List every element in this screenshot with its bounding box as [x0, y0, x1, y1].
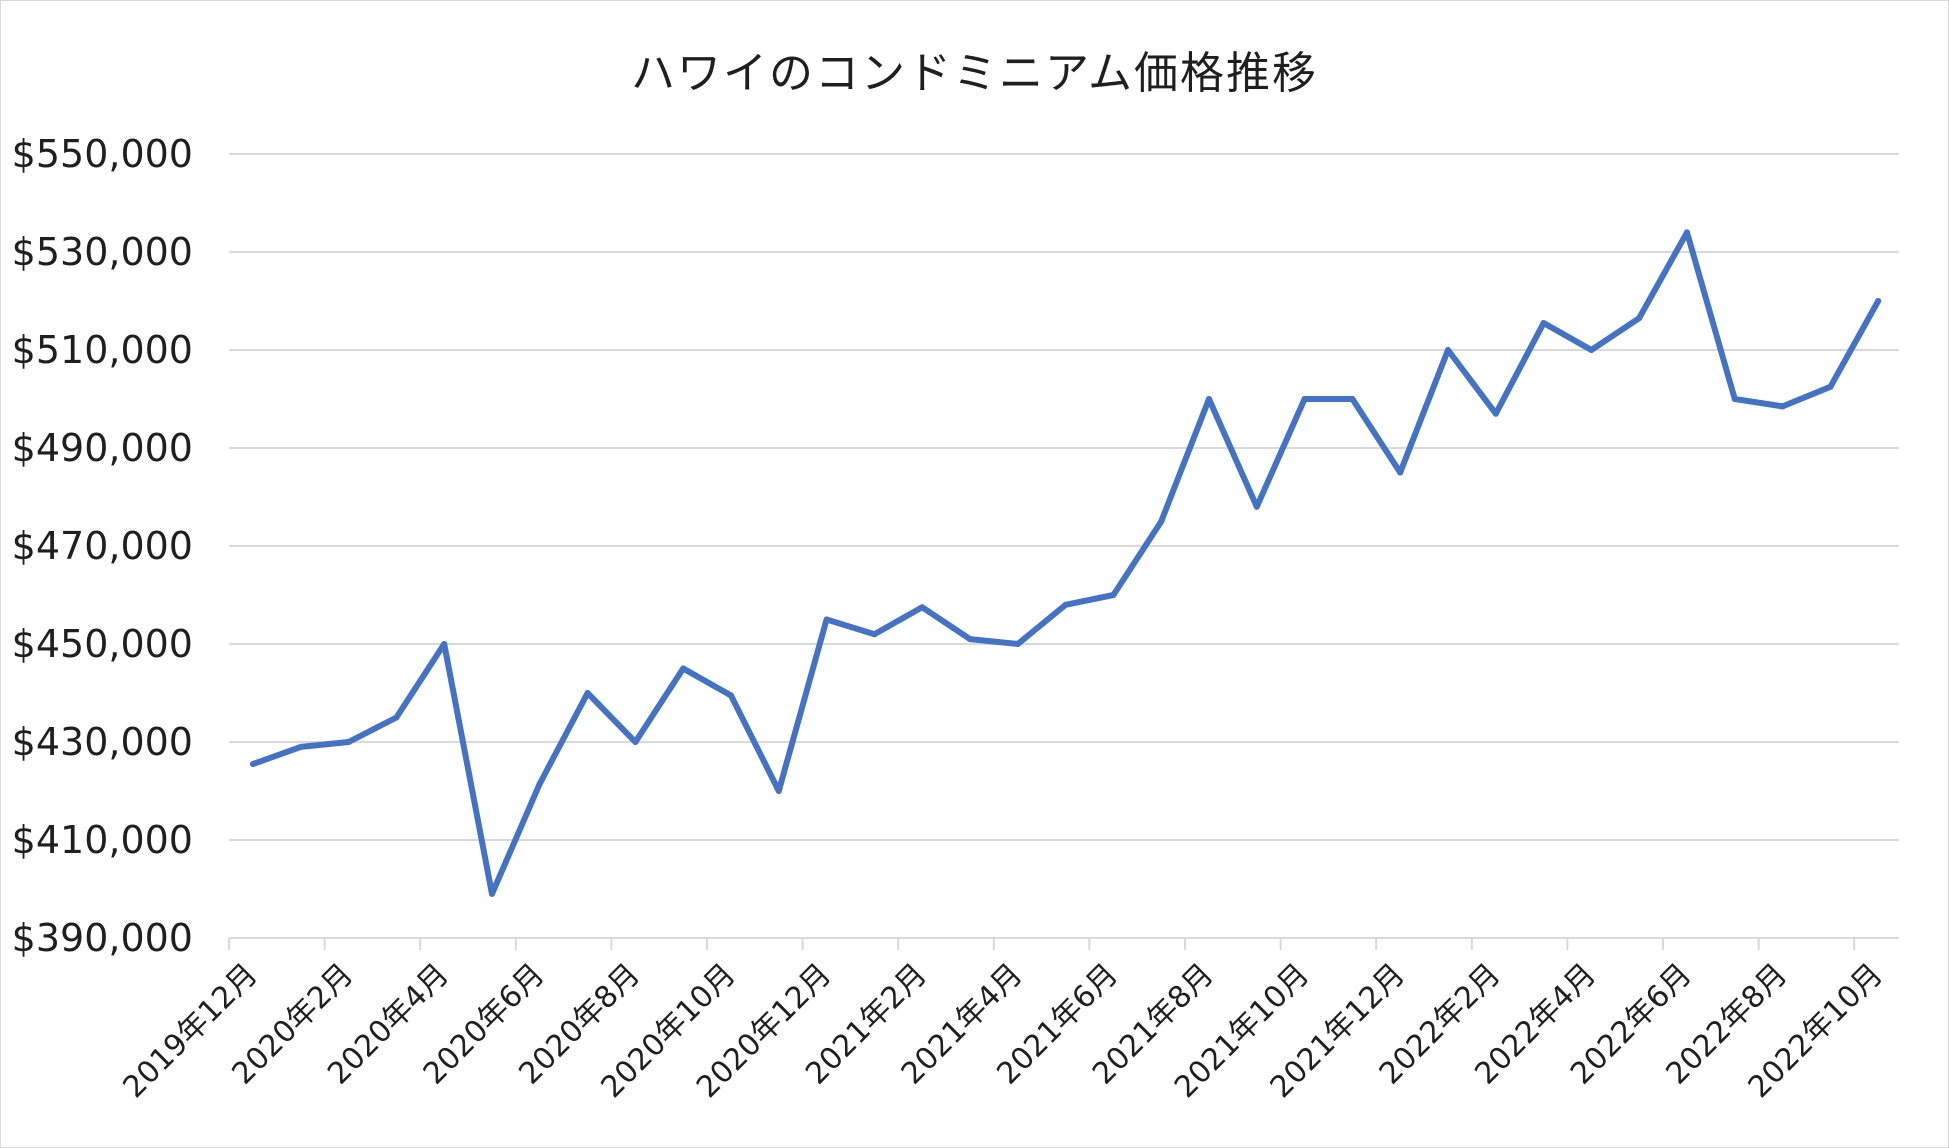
data-point-4 [441, 641, 448, 647]
data-point-14 [919, 604, 926, 611]
data-point-27 [1540, 320, 1547, 327]
x-axis [228, 937, 1899, 950]
y-axis-tick-labels: $390,000 $410,000 $430,000 $450,000 $470,000… [12, 132, 193, 960]
data-point-12 [823, 616, 830, 623]
data-point-29 [1636, 315, 1643, 322]
y-tick-label-4: $470,000 [12, 524, 193, 568]
series-line-0 [250, 229, 1882, 897]
data-point-3 [393, 714, 400, 721]
data-point-20 [1206, 396, 1212, 402]
data-point-33 [1827, 383, 1834, 390]
data-point-24 [1397, 469, 1404, 476]
data-point-31 [1731, 396, 1738, 402]
data-point-11 [775, 788, 782, 794]
data-point-19 [1158, 518, 1165, 525]
data-point-9 [680, 665, 687, 672]
y-tick-label-2: $430,000 [12, 720, 193, 764]
data-point-22 [1301, 396, 1308, 402]
data-point-8 [632, 739, 639, 745]
data-point-17 [1062, 601, 1069, 608]
data-point-7 [584, 690, 591, 696]
data-point-16 [1014, 641, 1021, 647]
data-point-28 [1588, 347, 1595, 353]
data-point-0 [250, 761, 256, 768]
data-point-10 [728, 692, 734, 699]
data-point-30 [1684, 229, 1690, 236]
data-point-23 [1349, 396, 1356, 402]
data-point-34 [1875, 298, 1882, 304]
x-axis-tick-labels: 2019年12月2020年2月2020年4月2020年6月2020年8月2020… [116, 957, 1889, 1105]
y-tick-label-7: $530,000 [12, 230, 193, 274]
data-point-2 [345, 739, 352, 745]
data-point-13 [871, 631, 878, 638]
data-point-21 [1253, 503, 1260, 510]
chart-title: ハワイのコンドミニアム価格推移 [631, 48, 1318, 99]
gridlines [229, 153, 1899, 841]
data-point-5 [489, 890, 495, 897]
y-tick-label-8: $550,000 [12, 132, 193, 176]
y-tick-label-3: $450,000 [12, 622, 193, 666]
y-tick-label-6: $510,000 [12, 328, 193, 372]
data-point-1 [297, 743, 304, 750]
y-tick-label-1: $410,000 [12, 818, 193, 862]
data-point-6 [536, 780, 543, 787]
series-layer [250, 229, 1882, 897]
data-point-32 [1779, 403, 1786, 410]
data-point-26 [1492, 410, 1499, 417]
data-point-25 [1445, 347, 1451, 353]
y-tick-label-0: $390,000 [12, 916, 193, 960]
data-point-18 [1110, 592, 1117, 598]
data-point-15 [967, 636, 973, 643]
y-tick-label-5: $490,000 [12, 426, 193, 470]
